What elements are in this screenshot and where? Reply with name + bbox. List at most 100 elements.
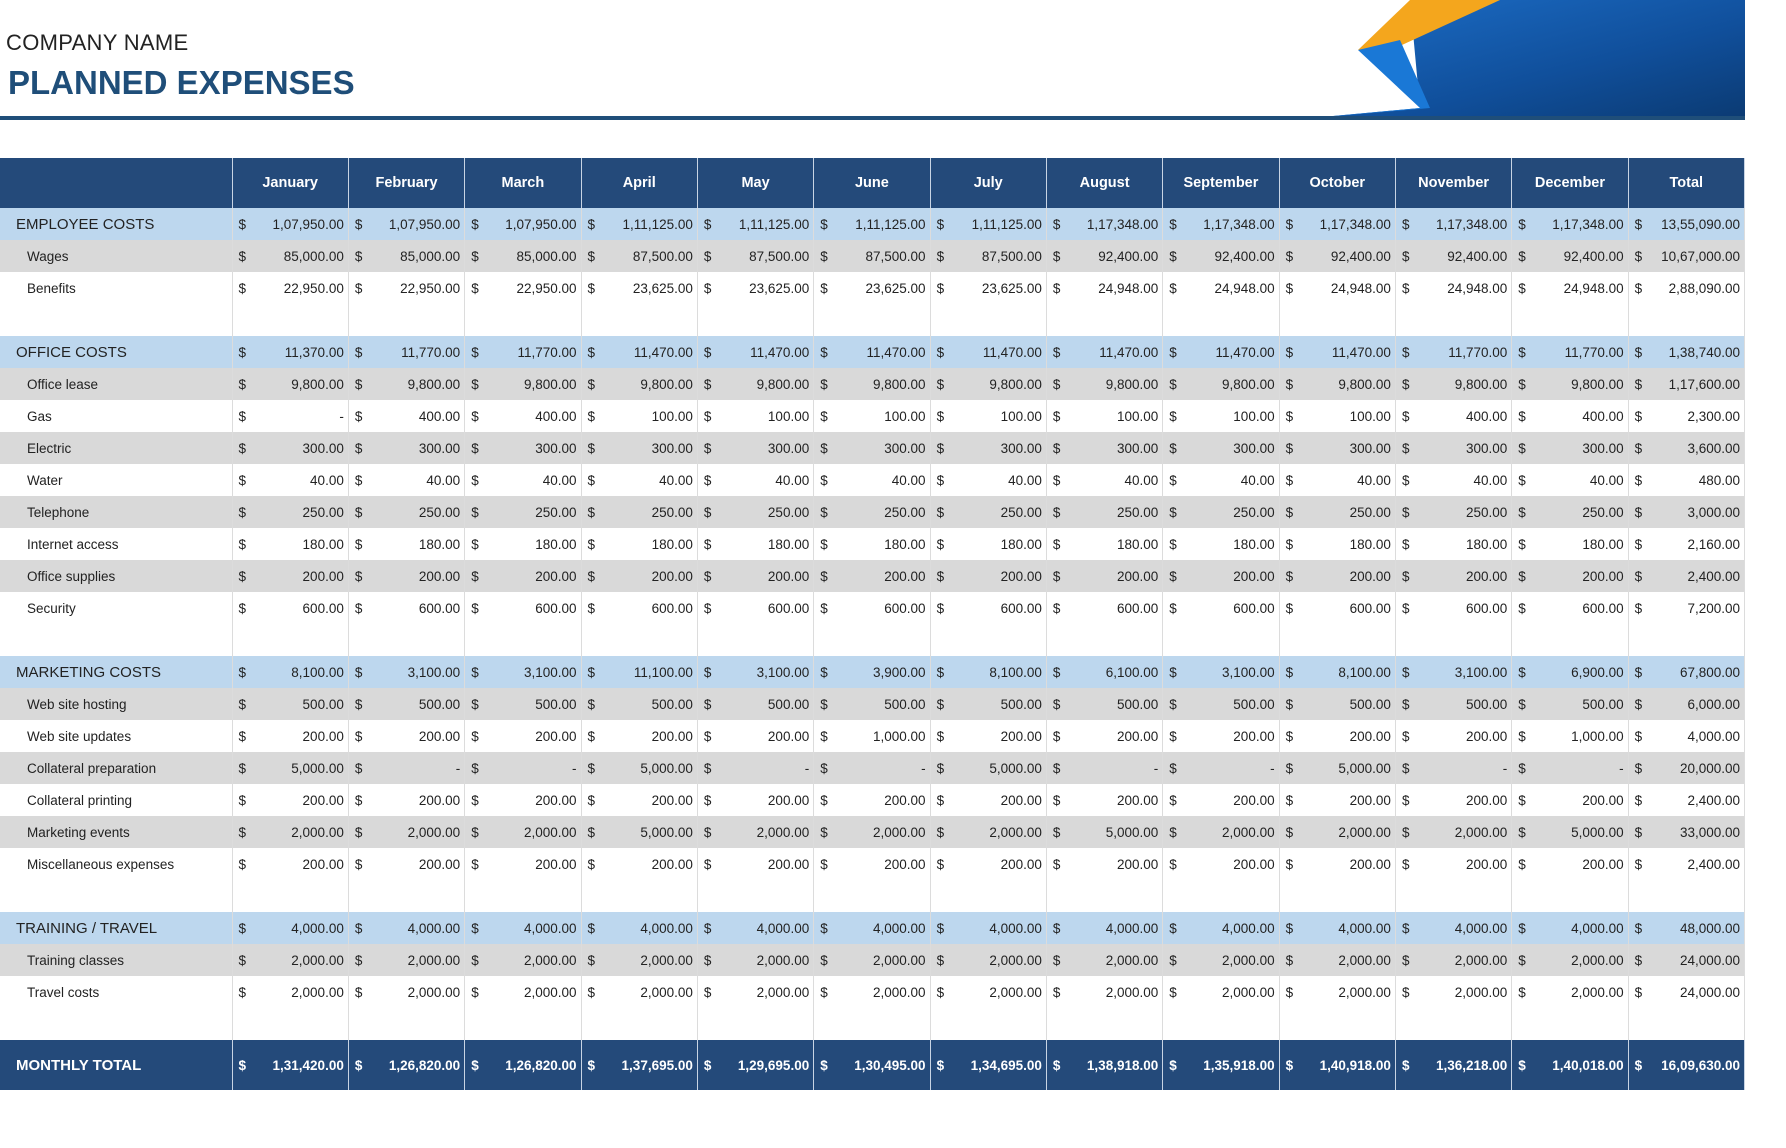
currency: $ (587, 728, 596, 744)
value-cell: $2,000.00 (697, 944, 815, 976)
column-header: Total (1628, 158, 1746, 208)
currency: $ (1401, 568, 1410, 584)
amount: 200.00 (767, 728, 810, 744)
currency: $ (820, 824, 828, 840)
empty-cell (1628, 304, 1746, 336)
currency: $ (354, 536, 363, 552)
value-cell: $3,600.00 (1628, 432, 1746, 464)
amount: 2,400.00 (1687, 792, 1740, 808)
value-cell: $92,400.00 (1511, 240, 1629, 272)
currency: $ (1285, 472, 1294, 488)
currency: $ (587, 856, 596, 872)
amount: 100.00 (1233, 408, 1275, 424)
currency: $ (354, 952, 363, 968)
amount: 33,000.00 (1679, 824, 1740, 840)
currency: $ (1401, 664, 1410, 680)
empty-cell (930, 624, 1047, 656)
amount: 9,800.00 (756, 376, 810, 392)
grey-row: Web site hosting $500.00 $500.00 $500.00 $50… (0, 688, 1746, 720)
header-cell (0, 158, 233, 208)
row-label: Benefits (0, 272, 233, 304)
currency: $ (1285, 440, 1294, 456)
currency: $ (703, 472, 712, 488)
empty-cell (1046, 880, 1164, 912)
empty-cell (1162, 624, 1280, 656)
currency: $ (1518, 920, 1526, 936)
empty-cell (1395, 624, 1513, 656)
value-cell: $4,000.00 (464, 912, 582, 944)
currency: $ (1052, 408, 1061, 424)
amount: 24,000.00 (1679, 984, 1740, 1000)
currency: $ (471, 472, 479, 488)
currency: $ (1052, 216, 1061, 232)
value-cell: $100.00 (813, 400, 931, 432)
value-cell: $200.00 (1162, 720, 1280, 752)
empty-cell (1395, 880, 1513, 912)
value-cell: $200.00 (930, 784, 1047, 816)
value-cell: $180.00 (1279, 528, 1396, 560)
column-header: February (348, 158, 466, 208)
amount: 1,36,218.00 (1435, 1057, 1508, 1073)
currency: $ (1285, 792, 1294, 808)
currency: $ (1052, 536, 1061, 552)
value-cell: $87,500.00 (813, 240, 931, 272)
value-cell: $1,17,348.00 (1279, 208, 1396, 240)
empty-cell (1046, 1008, 1164, 1040)
value-cell: $9,800.00 (348, 368, 466, 400)
value-cell: $1,38,918.00 (1046, 1040, 1164, 1090)
currency: $ (1634, 280, 1643, 296)
currency: $ (1169, 856, 1177, 872)
value-cell: $24,948.00 (1511, 272, 1629, 304)
value-cell: $40.00 (348, 464, 466, 496)
value-cell: $9,800.00 (1511, 368, 1629, 400)
currency: $ (1634, 472, 1643, 488)
currency: $ (354, 248, 363, 264)
currency: $ (238, 920, 247, 936)
value-cell: $300.00 (1279, 432, 1396, 464)
currency: $ (354, 568, 363, 584)
value-cell: $2,400.00 (1628, 560, 1746, 592)
amount: 200.00 (1582, 568, 1624, 584)
value-cell: $3,900.00 (813, 656, 931, 688)
value-cell: $8,100.00 (1279, 656, 1396, 688)
currency: $ (238, 824, 247, 840)
value-cell: $250.00 (813, 496, 931, 528)
amount: 6,900.00 (1571, 664, 1624, 680)
column-header: March (464, 158, 582, 208)
row-label: OFFICE COSTS (0, 336, 233, 368)
amount: 11,770.00 (1448, 344, 1508, 360)
amount: 3,100.00 (1222, 664, 1275, 680)
value-cell: $11,470.00 (1046, 336, 1164, 368)
empty-cell (1511, 304, 1629, 336)
currency: $ (1634, 792, 1643, 808)
amount: 23,625.00 (632, 280, 693, 296)
currency: $ (587, 536, 596, 552)
amount: 2,000.00 (1454, 824, 1508, 840)
amount: 100.00 (884, 408, 926, 424)
currency: $ (1052, 664, 1061, 680)
amount: 200.00 (1000, 792, 1042, 808)
row-label: Web site hosting (0, 688, 233, 720)
amount: 1,17,348.00 (1319, 216, 1391, 232)
value-cell: $6,100.00 (1046, 656, 1164, 688)
value-cell: $200.00 (232, 560, 349, 592)
amount: 600.00 (884, 600, 926, 616)
value-cell: $200.00 (348, 784, 466, 816)
amount: 250.00 (651, 504, 693, 520)
amount: 11,100.00 (633, 664, 693, 680)
empty-cell (1162, 1008, 1280, 1040)
value-cell: $400.00 (1511, 400, 1629, 432)
value-cell: $24,000.00 (1628, 976, 1746, 1008)
amount: 8,100.00 (291, 664, 344, 680)
grey-row: Training classes $2,000.00 $2,000.00 $2,000… (0, 944, 1746, 976)
value-cell: $4,000.00 (1046, 912, 1164, 944)
value-cell: $200.00 (348, 720, 466, 752)
value-cell: $87,500.00 (930, 240, 1047, 272)
currency: $ (1052, 760, 1061, 776)
value-cell: $1,17,348.00 (1162, 208, 1280, 240)
value-cell: $87,500.00 (581, 240, 698, 272)
amount: 3,000.00 (1687, 504, 1740, 520)
empty-cell (581, 880, 698, 912)
currency: $ (1169, 920, 1177, 936)
value-cell: $11,770.00 (1511, 336, 1629, 368)
